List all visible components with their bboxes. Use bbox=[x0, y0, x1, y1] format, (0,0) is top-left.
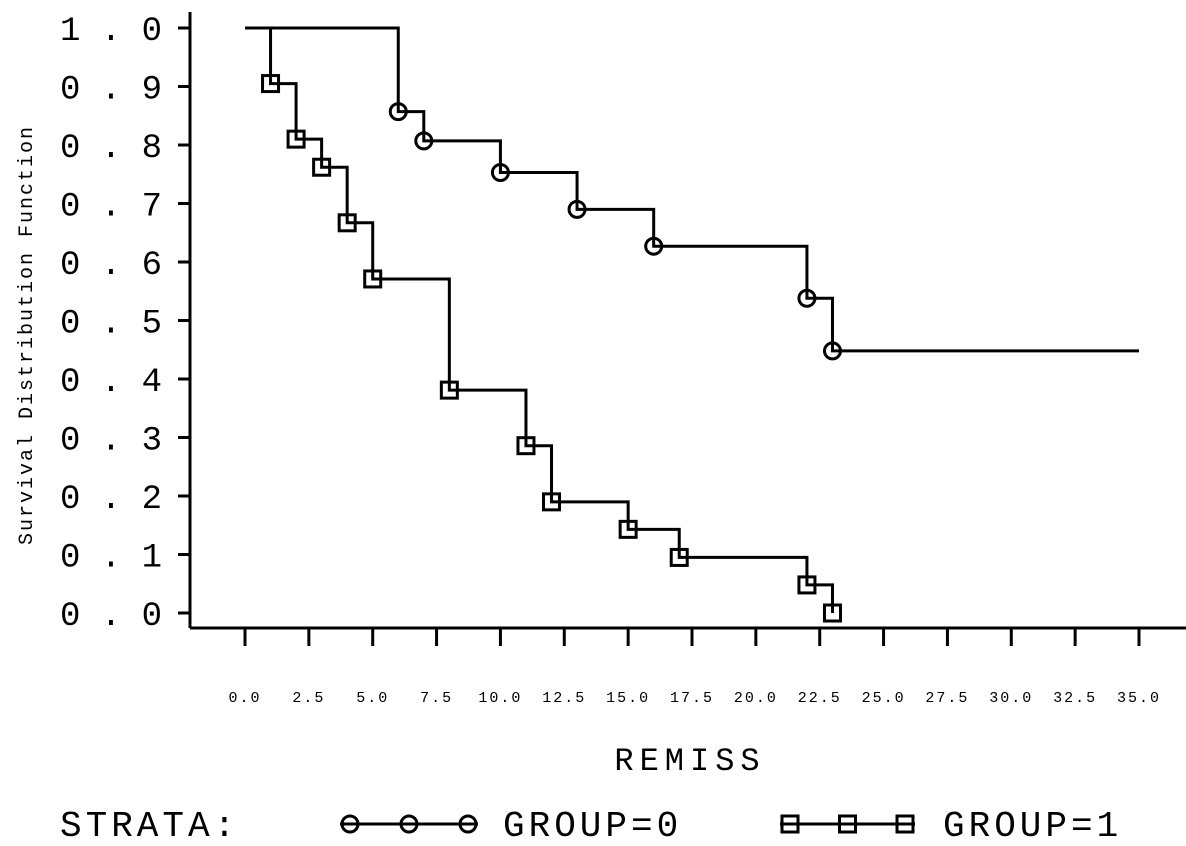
y-tick-label: 0 . 1 bbox=[60, 540, 162, 578]
data-point-square bbox=[439, 380, 459, 400]
data-point-square bbox=[822, 603, 842, 623]
legend-title: STRATA: bbox=[60, 806, 239, 846]
data-point-circle bbox=[490, 162, 510, 182]
data-point-circle bbox=[797, 288, 817, 308]
y-axis-title: Survival Distribution Function bbox=[16, 125, 39, 545]
legend-label-group-1: GROUP=1 bbox=[943, 806, 1122, 846]
x-axis-title: REMISS bbox=[614, 743, 765, 780]
legend-marker-group-0 bbox=[340, 814, 478, 834]
x-tick-label: 20.0 bbox=[734, 690, 778, 707]
y-tick-label: 0 . 8 bbox=[60, 130, 162, 168]
data-point-square bbox=[516, 436, 536, 456]
x-tick-label: 12.5 bbox=[542, 690, 586, 707]
data-point-square bbox=[337, 213, 357, 233]
series-line-1 bbox=[245, 26, 834, 613]
axes bbox=[188, 12, 1186, 630]
x-tick-label: 22.5 bbox=[798, 690, 842, 707]
x-tick-label: 30.0 bbox=[989, 690, 1033, 707]
series-layer bbox=[245, 26, 1139, 623]
data-point-square bbox=[669, 547, 689, 567]
series-group-1 bbox=[245, 26, 842, 623]
y-tick-label: 0 . 6 bbox=[60, 247, 162, 285]
y-tick-label: 0 . 3 bbox=[60, 423, 162, 461]
x-tick-label: 35.0 bbox=[1117, 690, 1161, 707]
y-ticks: 0 . 0 0 . 1 0 . 2 0 . 3 0 . 4 0 . 5 0 . 6 0 . 7… bbox=[60, 13, 190, 636]
data-point-circle bbox=[822, 341, 842, 361]
legend: STRATA: GROUP=0 GROUP=1 bbox=[60, 806, 1122, 846]
y-tick-label: 0 . 5 bbox=[60, 306, 162, 344]
legend-marker-circle bbox=[458, 814, 478, 834]
data-point-square bbox=[363, 269, 383, 289]
x-tick-label: 17.5 bbox=[670, 690, 714, 707]
legend-marker-square bbox=[895, 814, 915, 834]
data-point-square bbox=[312, 157, 332, 177]
data-point-square bbox=[286, 129, 306, 149]
data-point-circle bbox=[388, 102, 408, 122]
x-tick-label: 7.5 bbox=[420, 690, 453, 707]
x-tick-label: 25.0 bbox=[862, 690, 906, 707]
legend-marker-circle bbox=[399, 814, 419, 834]
data-point-square bbox=[618, 519, 638, 539]
legend-label-group-0: GROUP=0 bbox=[503, 806, 682, 846]
legend-marker-circle bbox=[340, 814, 360, 834]
y-tick-label: 0 . 2 bbox=[60, 481, 162, 519]
y-tick-label: 0 . 0 bbox=[60, 598, 162, 636]
x-tick-label: 2.5 bbox=[292, 690, 325, 707]
legend-marker-square bbox=[838, 814, 857, 834]
y-tick-label: 1 . 0 bbox=[60, 13, 162, 51]
series-group-0 bbox=[245, 26, 1139, 361]
y-tick-label: 0 . 7 bbox=[60, 189, 162, 227]
data-point-square bbox=[542, 492, 562, 512]
x-tick-label: 27.5 bbox=[925, 690, 969, 707]
y-tick-label: 0 . 9 bbox=[60, 72, 162, 110]
y-tick-label: 0 . 4 bbox=[60, 364, 162, 402]
data-point-square bbox=[261, 74, 281, 94]
x-tick-label: 32.5 bbox=[1053, 690, 1097, 707]
x-tick-label: 15.0 bbox=[606, 690, 650, 707]
legend-marker-square bbox=[780, 814, 800, 834]
data-point-circle bbox=[414, 131, 434, 151]
data-point-square bbox=[797, 575, 817, 595]
x-ticks: 0.0 2.5 5.0 7.5 10.0 12.5 15.0 17.5 20.0 22.5 25.0… bbox=[228, 628, 1161, 707]
legend-marker-group-1 bbox=[780, 814, 915, 834]
data-point-circle bbox=[644, 236, 664, 256]
data-point-circle bbox=[567, 199, 587, 219]
series-line-0 bbox=[245, 26, 1139, 353]
x-tick-label: 10.0 bbox=[478, 690, 522, 707]
x-tick-label: 0.0 bbox=[228, 690, 261, 707]
x-tick-label: 5.0 bbox=[356, 690, 389, 707]
